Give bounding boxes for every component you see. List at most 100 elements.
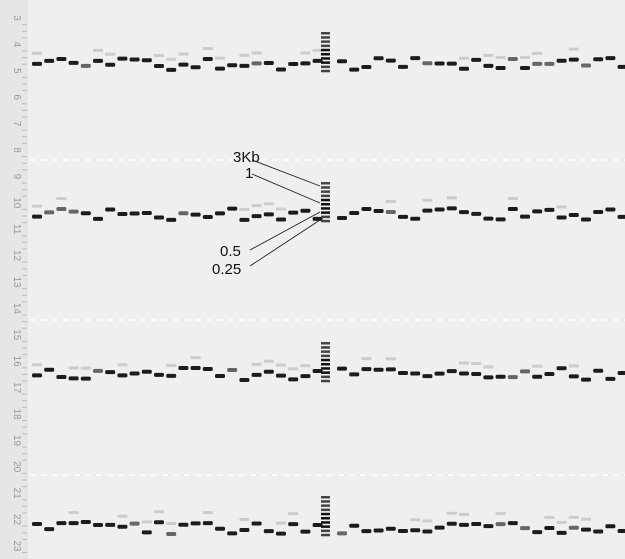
band (276, 532, 286, 536)
ladder-band (321, 363, 330, 366)
band (508, 521, 518, 525)
faint-band (471, 362, 481, 365)
ladder-band (321, 45, 330, 48)
band (252, 61, 262, 65)
band (191, 366, 201, 370)
faint-band (117, 515, 127, 518)
band (557, 215, 567, 219)
band (264, 212, 274, 216)
band (447, 369, 457, 373)
faint-band (252, 51, 262, 54)
band (398, 371, 408, 375)
faint-band (447, 196, 457, 199)
band (581, 378, 591, 382)
band (337, 59, 347, 63)
ladder-band (321, 203, 330, 206)
band (447, 62, 457, 66)
band (252, 214, 262, 218)
band (410, 217, 420, 221)
gel-image: 34567891011121314151617181920212223 3Kb … (0, 0, 625, 559)
band (142, 530, 152, 534)
faint-band (483, 54, 493, 57)
band (557, 59, 567, 63)
ladder-band (321, 70, 330, 73)
band (471, 372, 481, 376)
band (471, 522, 481, 526)
band (508, 57, 518, 61)
band (142, 58, 152, 62)
band (569, 374, 579, 378)
ruler-label: 22 (11, 514, 22, 526)
band (520, 369, 530, 373)
ladder-band (321, 342, 330, 345)
band (252, 373, 262, 377)
band (239, 64, 249, 68)
faint-band (154, 54, 164, 57)
band (239, 218, 249, 222)
band (349, 372, 359, 376)
band (178, 211, 188, 215)
band (447, 522, 457, 526)
band (105, 63, 115, 67)
band (520, 215, 530, 219)
band (69, 521, 79, 525)
faint-band (117, 363, 127, 366)
band (593, 57, 603, 61)
faint-band (166, 364, 176, 367)
ladder-band (321, 500, 330, 503)
band (93, 59, 103, 63)
band (105, 523, 115, 527)
band (374, 368, 384, 372)
faint-band (386, 357, 396, 360)
band (349, 68, 359, 72)
band (130, 57, 140, 61)
band (288, 522, 298, 526)
ruler-label: 7 (11, 121, 22, 127)
ruler-label: 20 (11, 461, 22, 473)
band (483, 524, 493, 528)
faint-band (569, 364, 579, 367)
band (410, 56, 420, 60)
faint-band (252, 363, 262, 366)
band (410, 372, 420, 376)
ruler-label: 3 (11, 15, 22, 21)
band (166, 68, 176, 72)
band (349, 211, 359, 215)
faint-band (239, 54, 249, 57)
faint-band (252, 204, 262, 207)
band (130, 212, 140, 216)
faint-band (239, 518, 249, 521)
band (422, 209, 432, 213)
band (227, 368, 237, 372)
band (130, 372, 140, 376)
ladder-band (321, 350, 330, 353)
band (44, 368, 54, 372)
ladder-band (321, 53, 330, 56)
ladder-band (321, 66, 330, 69)
band (300, 374, 310, 378)
ruler-label: 11 (11, 224, 22, 235)
band (215, 374, 225, 378)
ladder-band (321, 376, 330, 379)
band (361, 529, 371, 533)
band (81, 64, 91, 68)
faint-band (459, 57, 469, 60)
band (581, 63, 591, 67)
band (361, 65, 371, 69)
band (422, 61, 432, 65)
band (496, 522, 506, 526)
faint-band (105, 53, 115, 56)
ruler-label: 14 (11, 303, 22, 315)
faint-band (166, 58, 176, 61)
faint-band (32, 363, 42, 366)
faint-band (69, 366, 79, 369)
band (288, 62, 298, 66)
band (386, 210, 396, 214)
band (166, 374, 176, 378)
ladder-band (321, 49, 330, 52)
band (215, 67, 225, 71)
band (532, 62, 542, 66)
band (496, 375, 506, 379)
band (154, 64, 164, 68)
faint-band (32, 205, 42, 208)
